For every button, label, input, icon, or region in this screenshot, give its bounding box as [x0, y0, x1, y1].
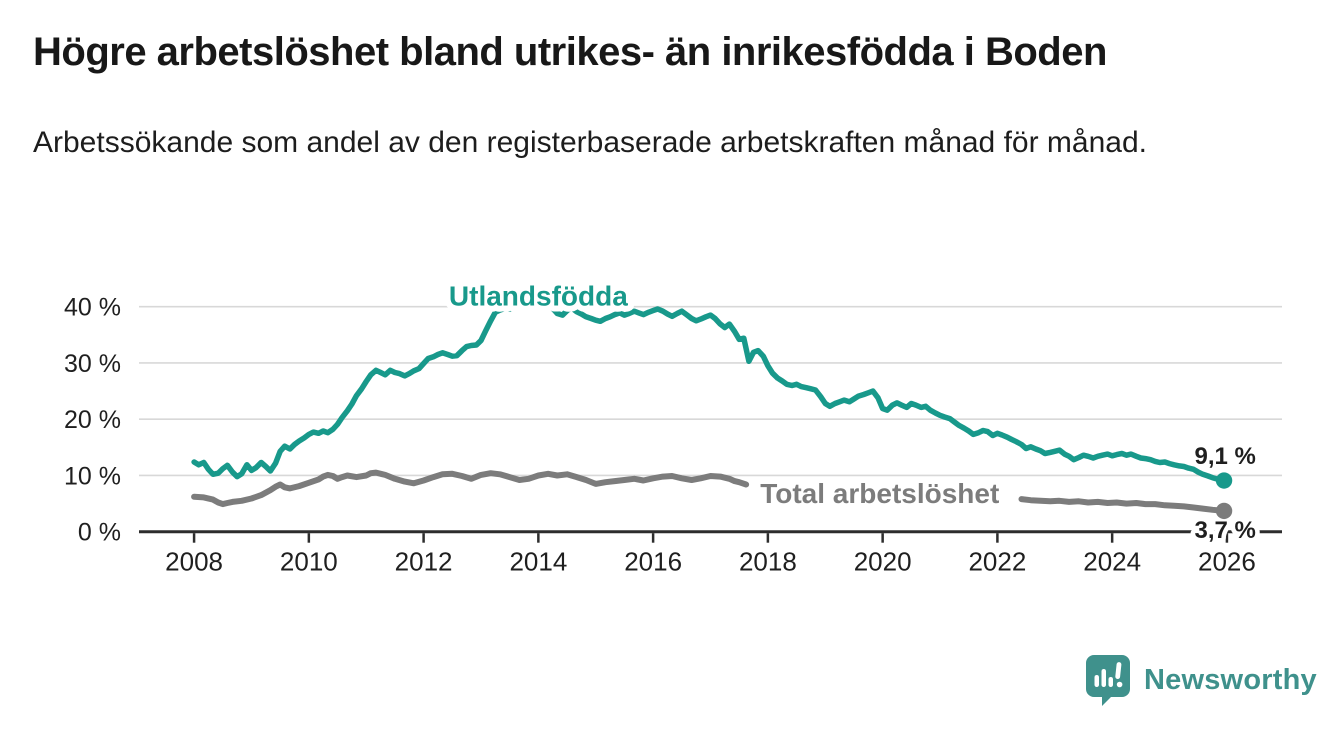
x-tick-label-2022: 2022 — [968, 547, 1026, 577]
x-tick-label-2024: 2024 — [1083, 547, 1141, 577]
x-tick-label-2020: 2020 — [854, 547, 912, 577]
page-title: Högre arbetslöshet bland utrikes- än inr… — [33, 30, 1107, 74]
x-tick-label-2016: 2016 — [624, 547, 682, 577]
x-tick-label-2012: 2012 — [395, 547, 453, 577]
end-label-utlandsfodda: 9,1 % — [1195, 443, 1256, 470]
y-tick-label-0: 0 % — [78, 519, 121, 547]
newsworthy-logo-icon — [1086, 655, 1130, 706]
brand-name: Newsworthy — [1144, 663, 1317, 696]
end-dot-utlandsfodda — [1215, 472, 1233, 489]
series-line-total-seg1 — [191, 469, 750, 508]
y-tick-label-40: 40 % — [64, 294, 121, 322]
x-tick-label-2018: 2018 — [739, 547, 797, 577]
y-tick-label-10: 10 % — [64, 462, 121, 490]
end-label-total: 3,7 % — [1195, 517, 1256, 544]
x-tick-label-2010: 2010 — [280, 547, 338, 577]
brand-footer: Newsworthy — [1085, 652, 1317, 708]
series-line-total-seg2 — [1018, 496, 1227, 514]
label-total: Total arbetslöshet — [760, 478, 999, 509]
chart-subtitle: Arbetssökande som andel av den registerb… — [33, 126, 1147, 159]
label-utlandsfodda: Utlandsfödda — [449, 281, 628, 312]
x-tick-label-2014: 2014 — [509, 547, 567, 577]
x-tick-label-2026: 2026 — [1198, 547, 1256, 577]
series-line-utlandsfodda-seg1 — [191, 301, 1227, 484]
y-tick-label-30: 30 % — [64, 350, 121, 378]
x-tick-label-2008: 2008 — [165, 547, 223, 577]
y-tick-label-20: 20 % — [64, 406, 121, 434]
end-dot-total — [1215, 502, 1233, 520]
